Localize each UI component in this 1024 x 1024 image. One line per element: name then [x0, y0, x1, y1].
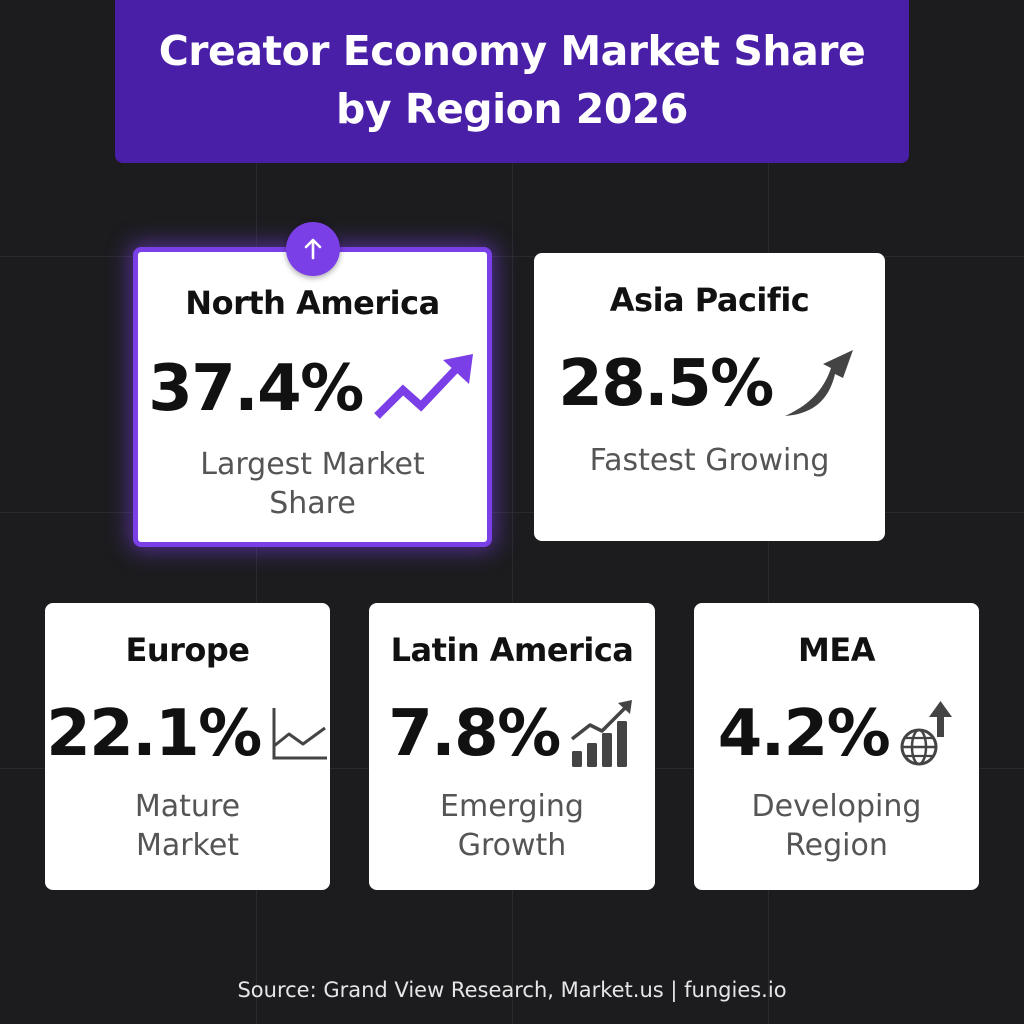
market-share-value: 28.5%	[558, 347, 774, 421]
value-row: 37.4%	[138, 352, 487, 426]
bar-chart-growth-icon	[570, 699, 636, 769]
grid-line	[0, 256, 1024, 257]
value-row: 7.8%	[369, 697, 655, 771]
market-description: Largest Market Share	[138, 445, 487, 523]
line-chart-icon	[271, 706, 329, 762]
title-line-1: Creator Economy Market Share	[158, 26, 866, 75]
value-row: 28.5%	[534, 347, 885, 421]
title-banner: Creator Economy Market Share by Region 2…	[115, 0, 909, 163]
grid-line	[0, 512, 1024, 513]
region-name: Europe	[125, 631, 250, 669]
source-caption: Source: Grand View Research, Market.us |…	[237, 978, 787, 1002]
market-share-value: 22.1%	[46, 697, 262, 771]
card-europe: Europe 22.1% Mature Market	[45, 603, 330, 890]
page-title: Creator Economy Market Share by Region 2…	[159, 22, 866, 138]
region-name: Latin America	[390, 631, 634, 669]
description-line-2: Share	[269, 486, 356, 521]
description-line-1: Developing	[751, 789, 922, 824]
globe-arrow-icon	[899, 699, 955, 769]
region-name: Asia Pacific	[609, 281, 810, 319]
card-mea: MEA 4.2% Developing Region	[694, 603, 979, 890]
description-line-1: Largest Market	[200, 447, 425, 482]
market-share-value: 37.4%	[148, 352, 364, 426]
card-asia-pacific: Asia Pacific 28.5% Fastest Growing	[534, 253, 885, 541]
title-line-2: by Region 2026	[336, 84, 688, 133]
description-line-2: Region	[785, 828, 888, 863]
value-row: 22.1%	[45, 697, 330, 771]
description-line-2: Growth	[457, 828, 567, 863]
card-north-america: North America 37.4% Largest Market Share	[133, 222, 492, 547]
market-description: Mature Market	[45, 787, 330, 865]
region-name: North America	[185, 284, 440, 322]
region-name: MEA	[798, 631, 875, 669]
market-share-value: 4.2%	[717, 697, 891, 771]
card-latin-america: Latin America 7.8% Emerging Growth	[369, 603, 655, 890]
trending-up-icon	[373, 354, 477, 424]
curved-arrow-up-icon	[783, 348, 861, 420]
description-line-1: Emerging	[440, 789, 584, 824]
market-description: Emerging Growth	[369, 787, 655, 865]
market-description: Developing Region	[694, 787, 979, 865]
description-line-1: Fastest Growing	[589, 443, 830, 478]
market-description: Fastest Growing	[534, 441, 885, 480]
market-share-value: 7.8%	[388, 697, 561, 771]
arrow-up-icon	[285, 222, 340, 276]
value-row: 4.2%	[694, 697, 979, 771]
description-line-2: Market	[135, 828, 240, 863]
description-line-1: Mature	[134, 789, 241, 824]
